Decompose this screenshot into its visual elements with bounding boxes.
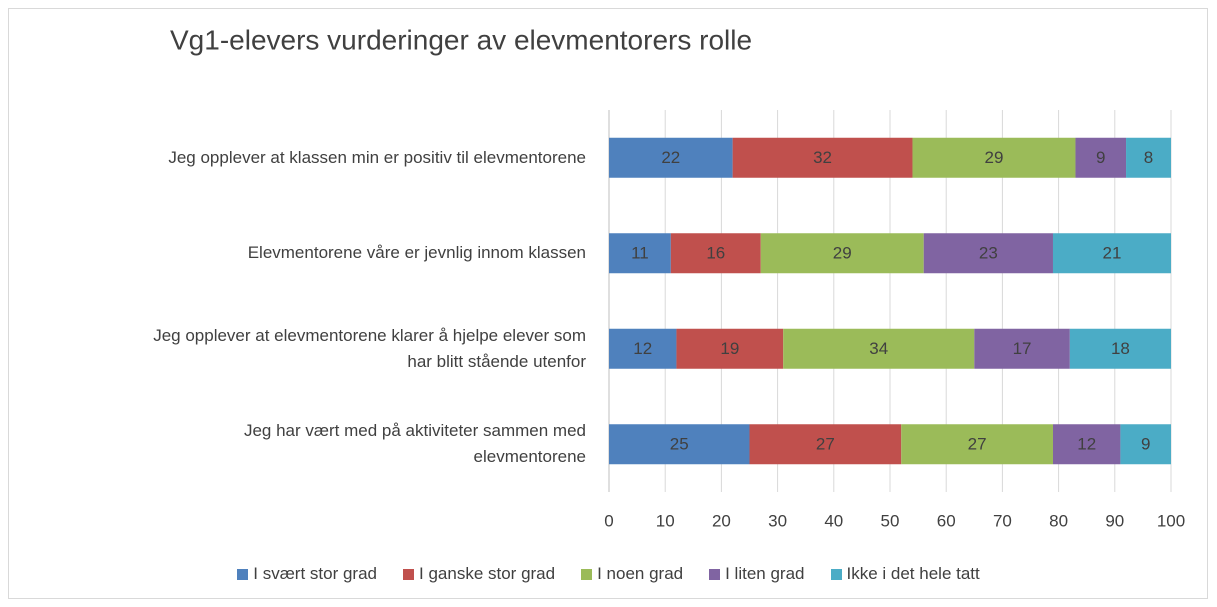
data-label: 32 [813,148,832,167]
data-label: 25 [670,435,689,454]
bar-segment [609,233,671,274]
bar-segment [670,233,761,274]
legend-swatch [581,568,593,580]
data-label: 16 [706,244,725,263]
data-label: 8 [1144,148,1153,167]
bar-segment [676,328,784,369]
legend-swatch [830,568,842,580]
data-label: 9 [1096,148,1105,167]
x-tick-label: 50 [881,511,900,530]
legend-label: I noen grad [597,564,684,583]
legend-label: Ikke i det hele tatt [846,564,980,583]
chart-title: Vg1-elevers vurderinger av elevmentorers… [170,24,752,55]
bar-segment [749,424,902,465]
y-tick-label: Jeg opplever at elevmentorene klarer å h… [153,325,586,371]
data-label: 29 [833,244,852,263]
x-tick-label: 40 [824,511,843,530]
bar-segment [1120,424,1171,465]
x-tick-label: 100 [1157,511,1185,530]
bar-segment [1075,137,1127,178]
bar-segment [1052,424,1121,465]
legend-label: I ganske stor grad [419,564,556,583]
legend-swatch [237,568,249,580]
data-label: 27 [816,435,835,454]
bar-segment [901,424,1053,465]
bar-segment [1069,328,1171,369]
x-tick-label: 10 [656,511,675,530]
legend-swatch [403,568,415,580]
y-tick-label: Jeg har vært med på aktiviteter sammen m… [243,421,586,467]
data-label: 29 [985,148,1004,167]
y-tick-label: Jeg opplever at klassen min er positiv t… [168,147,586,167]
data-label: 11 [631,244,649,263]
data-label: 19 [720,339,739,358]
data-label: 34 [869,339,888,358]
bar-segment [609,424,750,465]
data-label: 9 [1141,435,1150,454]
bar-segment [609,328,677,369]
data-label: 12 [633,339,652,358]
bar-segment [783,328,975,369]
data-label: 12 [1077,435,1096,454]
x-tick-label: 30 [768,511,787,530]
data-label: 23 [979,244,998,263]
x-tick-label: 0 [604,511,613,530]
bar-segment [732,137,913,178]
bar-segment [974,328,1070,369]
bar-segment [760,233,924,274]
bar-segment [912,137,1076,178]
bar-segment [1052,233,1171,274]
legend-label: I liten grad [725,564,805,583]
legend: I svært stor grad I ganske stor grad I noe… [0,564,1217,584]
legend-item: Ikke i det hele tatt [830,564,980,584]
legend-item: I liten grad [709,564,805,584]
bar-segment [1126,137,1171,178]
chart-border [8,8,1208,599]
bar-segment [609,137,733,178]
legend-swatch [709,568,721,580]
x-tick-label: 20 [712,511,731,530]
data-label: 27 [968,435,987,454]
legend-item: I ganske stor grad [403,564,555,584]
bar-segment [923,233,1053,274]
x-tick-label: 60 [937,511,956,530]
legend-item: I noen grad [581,564,683,584]
x-tick-label: 80 [1049,511,1068,530]
data-label: 21 [1103,244,1122,263]
x-tick-label: 90 [1105,511,1124,530]
data-label: 18 [1111,339,1130,358]
legend-label: I svært stor grad [253,564,378,583]
data-label: 22 [661,148,680,167]
x-tick-label: 70 [993,511,1012,530]
legend-item: I svært stor grad [237,564,377,584]
data-label: 17 [1013,339,1032,358]
y-tick-label: Elevmentorene våre er jevnlig innom klas… [247,243,586,263]
